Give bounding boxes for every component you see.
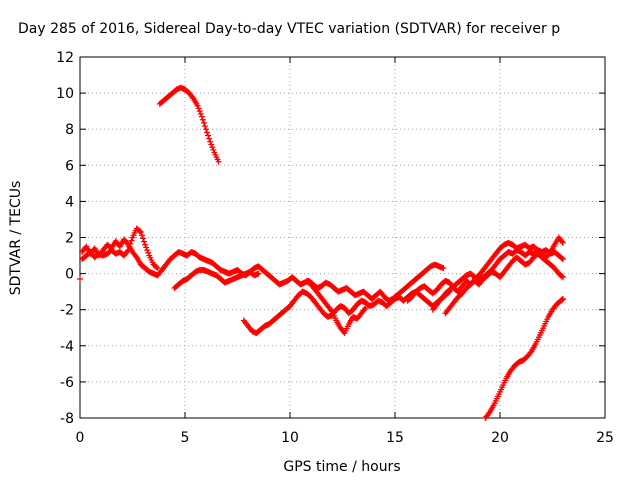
y-tick-label: 6 bbox=[65, 158, 74, 174]
data-point bbox=[208, 141, 215, 148]
data-point bbox=[140, 235, 146, 242]
data-point bbox=[558, 238, 565, 245]
data-point bbox=[189, 94, 196, 101]
data-point bbox=[560, 239, 566, 246]
series-arc-6 bbox=[240, 288, 453, 337]
data-point bbox=[145, 249, 152, 256]
y-axis-label: SDTVAR / TECUs bbox=[8, 181, 24, 296]
chart-title: Day 285 of 2016, Sidereal Day-to-day VTE… bbox=[18, 21, 560, 37]
x-tick-label: 25 bbox=[596, 430, 614, 446]
data-point bbox=[136, 228, 143, 235]
data-point bbox=[195, 105, 202, 112]
data-point bbox=[205, 132, 212, 139]
data-point bbox=[132, 253, 139, 260]
data-point bbox=[361, 306, 368, 313]
data-point bbox=[125, 247, 132, 254]
y-tick-label: 2 bbox=[65, 231, 74, 247]
data-point bbox=[141, 238, 148, 245]
grid bbox=[80, 57, 605, 418]
x-tick-label: 20 bbox=[491, 430, 509, 446]
data-point bbox=[527, 349, 534, 356]
y-tick-label: 10 bbox=[56, 86, 74, 102]
data-point bbox=[215, 158, 222, 165]
data-point bbox=[204, 129, 211, 136]
data-point bbox=[194, 102, 201, 109]
data-point bbox=[154, 265, 161, 272]
data-point bbox=[128, 237, 135, 244]
data-point bbox=[558, 273, 565, 280]
series-arc-4 bbox=[156, 84, 222, 165]
x-tick-label: 15 bbox=[386, 430, 404, 446]
data-point bbox=[210, 146, 217, 153]
data-point bbox=[560, 295, 566, 302]
series-arc-11 bbox=[482, 295, 566, 421]
series-arc-2 bbox=[79, 236, 262, 279]
data-point bbox=[153, 264, 160, 271]
y-tick-label: -4 bbox=[60, 339, 74, 355]
data-point bbox=[199, 116, 206, 123]
axis-ticks: 0 5 10 15 20 25 -8 -6 -4 -2 0 2 4 6 8 10 12 bbox=[56, 50, 614, 446]
y-tick-label: -8 bbox=[60, 411, 74, 427]
plot-frame bbox=[79, 56, 606, 419]
data-point bbox=[142, 241, 149, 248]
series-arc-8 bbox=[404, 239, 566, 304]
x-tick-label: 5 bbox=[181, 430, 190, 446]
data-point bbox=[560, 256, 566, 263]
data-point bbox=[77, 276, 83, 283]
data-point bbox=[440, 265, 447, 272]
data-point bbox=[485, 410, 492, 417]
data-point bbox=[137, 229, 144, 236]
data-point bbox=[138, 232, 145, 239]
data-point bbox=[201, 123, 208, 130]
y-tick-label: 0 bbox=[65, 267, 74, 283]
data-point bbox=[203, 126, 209, 133]
data-point bbox=[206, 135, 213, 142]
data-point bbox=[127, 240, 134, 247]
data-point bbox=[124, 248, 131, 255]
data-point bbox=[198, 113, 205, 120]
data-point bbox=[200, 119, 207, 126]
data-point bbox=[143, 244, 150, 251]
series-arc-7 bbox=[303, 277, 369, 337]
series-arc-3 bbox=[79, 225, 161, 272]
y-tick-label: 12 bbox=[56, 50, 74, 66]
data-point bbox=[327, 307, 334, 314]
data-point bbox=[207, 138, 214, 145]
series-arc-5 bbox=[171, 261, 447, 304]
data-point bbox=[126, 243, 133, 250]
data-point bbox=[546, 250, 553, 257]
series-arc-10 bbox=[442, 250, 566, 317]
data-point bbox=[560, 274, 566, 281]
data-point bbox=[362, 304, 369, 311]
data-point bbox=[255, 270, 262, 277]
y-tick-label: -2 bbox=[60, 303, 74, 319]
data-point bbox=[209, 144, 216, 151]
x-tick-label: 10 bbox=[281, 430, 299, 446]
data-point bbox=[196, 108, 203, 115]
x-tick-label: 0 bbox=[76, 430, 85, 446]
data-point bbox=[558, 255, 565, 262]
series-arc-1 bbox=[77, 276, 83, 283]
data-points bbox=[77, 84, 566, 421]
x-axis-label: GPS time / hours bbox=[283, 459, 400, 475]
y-tick-label: 4 bbox=[65, 194, 74, 210]
y-tick-label: -6 bbox=[60, 375, 74, 391]
data-point bbox=[144, 247, 151, 254]
y-tick-label: 8 bbox=[65, 122, 74, 138]
data-point bbox=[197, 110, 204, 117]
